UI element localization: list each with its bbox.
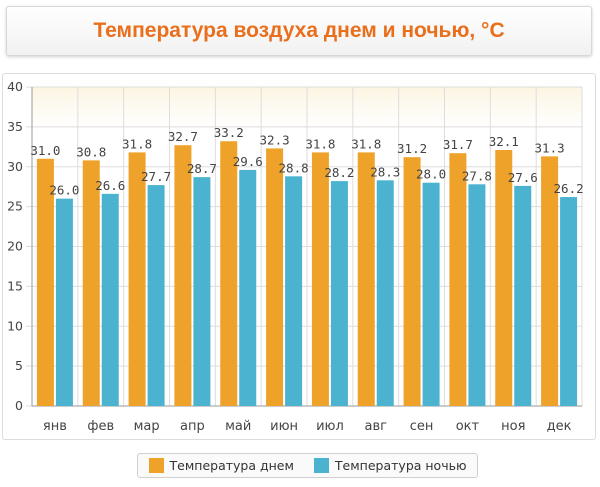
bar-night (422, 182, 440, 406)
bar-day (403, 157, 421, 406)
bar-night (55, 198, 73, 406)
bar-night (560, 197, 578, 406)
x-tick-label: ноя (501, 419, 525, 434)
legend-label-night: Температура ночью (334, 458, 467, 473)
x-tick-label: май (225, 419, 251, 434)
bar-day (311, 152, 329, 406)
y-tick-label: 5 (15, 358, 23, 373)
y-tick-label: 20 (7, 239, 23, 254)
data-label-day: 31.8 (305, 136, 335, 151)
data-label-day: 31.0 (30, 143, 60, 158)
legend: Температура днем Температура ночью (137, 453, 478, 478)
x-tick-label: июн (270, 419, 298, 434)
y-tick-label: 35 (7, 119, 23, 134)
data-label-day: 31.8 (351, 136, 381, 151)
data-label-night: 27.7 (141, 169, 171, 184)
data-label-day: 31.3 (535, 140, 565, 155)
y-tick-label: 25 (7, 199, 23, 214)
legend-item-day[interactable]: Температура днем (148, 458, 294, 473)
bar-night (285, 176, 303, 406)
x-tick-label: окт (456, 419, 480, 434)
data-label-night: 26.6 (95, 178, 125, 193)
legend-swatch-day (148, 458, 164, 473)
chart-title-bar: Температура воздуха днем и ночью, °C (6, 6, 592, 56)
y-tick-label: 40 (7, 79, 23, 94)
x-tick-label: дек (547, 419, 572, 434)
legend-swatch-night (313, 458, 329, 473)
data-label-night: 27.6 (508, 170, 538, 185)
data-label-night: 28.3 (370, 164, 400, 179)
data-label-day: 32.1 (489, 134, 519, 149)
data-label-night: 28.2 (324, 165, 354, 180)
data-label-day: 31.2 (397, 141, 427, 156)
x-tick-label: авг (365, 419, 388, 434)
bar-day (541, 156, 559, 406)
y-tick-label: 30 (7, 159, 23, 174)
bar-day (495, 150, 513, 406)
bar-day (82, 160, 100, 406)
data-label-night: 27.8 (462, 168, 492, 183)
data-label-day: 33.2 (214, 125, 244, 140)
y-tick-label: 10 (7, 318, 23, 333)
bar-day (266, 148, 284, 406)
data-label-night: 28.7 (187, 161, 217, 176)
x-tick-label: июл (316, 419, 344, 434)
data-label-day: 31.8 (122, 136, 152, 151)
data-label-night: 26.2 (554, 181, 584, 196)
bar-day (449, 153, 467, 406)
legend-label-day: Температура днем (169, 458, 294, 473)
data-label-night: 29.6 (233, 154, 263, 169)
bar-day (36, 158, 54, 406)
y-tick-label: 0 (15, 398, 23, 413)
y-tick-label: 15 (7, 278, 23, 293)
data-label-night: 26.0 (49, 183, 79, 198)
data-label-day: 32.3 (260, 132, 290, 147)
bar-day (174, 145, 192, 406)
x-tick-label: фев (87, 419, 114, 434)
data-label-day: 30.8 (76, 144, 106, 159)
bar-night (376, 180, 394, 406)
data-label-night: 28.0 (416, 167, 446, 182)
legend-item-night[interactable]: Температура ночью (313, 458, 467, 473)
bar-night (101, 193, 119, 406)
bar-night (468, 184, 486, 406)
x-tick-label: апр (180, 419, 205, 434)
bar-day (357, 152, 375, 406)
bar-night (330, 181, 348, 406)
data-label-night: 28.8 (279, 160, 309, 175)
bar-night (514, 185, 532, 406)
bar-night (239, 169, 257, 406)
bar-night (147, 185, 165, 406)
bar-day (220, 141, 238, 407)
bar-day (128, 152, 146, 406)
data-label-day: 31.7 (443, 137, 473, 152)
x-tick-label: мар (134, 419, 160, 434)
x-tick-label: сен (410, 419, 434, 434)
data-label-day: 32.7 (168, 129, 198, 144)
bar-night (193, 177, 211, 406)
chart-title: Температура воздуха днем и ночью, °C (93, 19, 505, 42)
x-tick-label: янв (43, 419, 67, 434)
